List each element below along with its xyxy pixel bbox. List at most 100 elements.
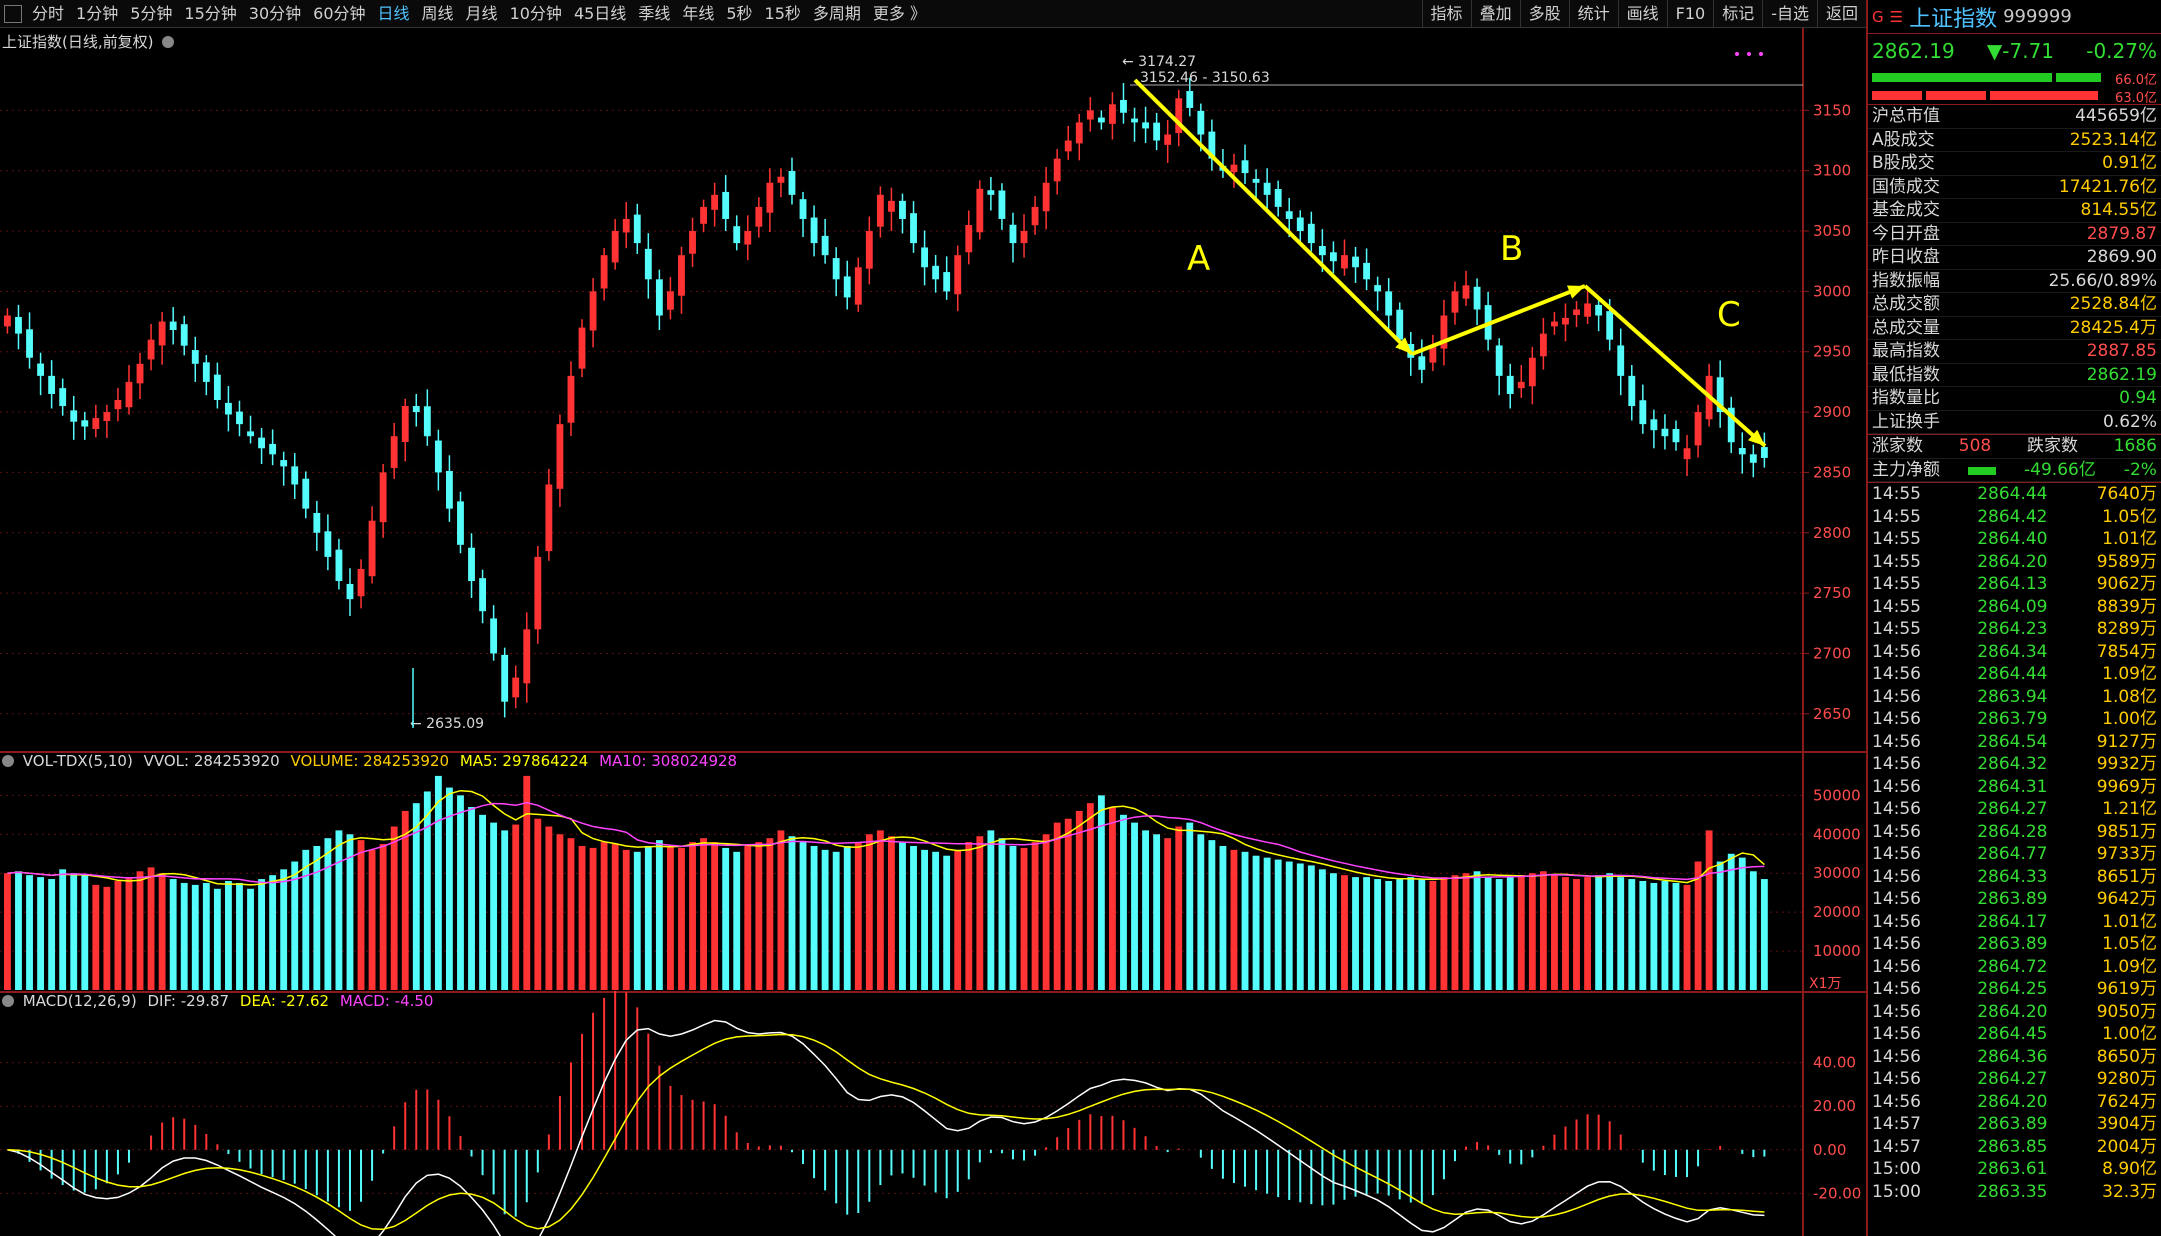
tool-button-7[interactable]: -自选 [1762,0,1817,28]
tick-list[interactable]: 14:55 2864.44 7640万 14:55 2864.42 1.05亿 14:55 2… [1868,483,2161,1203]
tick-volume: 1.21亿 [2102,799,2157,819]
candle [379,472,387,523]
outflow-bar: 63.0亿 [1868,86,2161,106]
chart-area[interactable]: 3150 3100 3050 3000 2950 2900 2850 2800 2750 2700… [0,28,1866,1236]
candle [1374,285,1382,292]
candle [59,388,67,407]
stat-label: B股成交 [1872,153,1935,173]
macd-dif-line [7,1019,1765,1236]
tick-volume: 1.00亿 [2102,709,2157,729]
volume-bar [1539,871,1547,990]
kline-chart[interactable]: 3150 3100 3050 3000 2950 2900 2850 2800 2750 2700… [0,28,1866,1236]
down-count: 1686 [2113,436,2157,456]
stat-label: 昨日收盘 [1872,247,1940,267]
price-axis-label: 3050 [1813,222,1851,240]
panel-settings-icon[interactable] [162,36,175,48]
panel-collapse-icon[interactable] [2,995,14,1007]
stat-label: 今日开盘 [1872,223,1940,244]
tick-time: 14:56 [1872,821,1921,842]
timeframe-0[interactable]: 分时 [32,3,65,23]
stat-label: 上证换手 [1872,411,1940,432]
timeframe-6[interactable]: 日线 [377,3,410,23]
timeframe-1[interactable]: 1分钟 [76,3,119,23]
candle [114,400,122,410]
timeframe-4[interactable]: 30分钟 [248,3,302,23]
net-flow-value: -49.66亿 [2024,459,2096,480]
marker-dot [1735,52,1739,56]
candle [998,190,1006,219]
candle [368,520,376,577]
volume-bar [1705,830,1713,990]
tool-button-8[interactable]: 返回 [1816,0,1866,28]
candle [1363,262,1371,280]
tick-row: 14:56 2864.20 9050万 [1868,1001,2161,1024]
volume-bar [1263,857,1271,990]
tick-time: 14:56 [1872,1046,1921,1067]
tick-row: 14:56 2864.72 1.09亿 [1868,956,2161,979]
timeframe-12[interactable]: 年线 [682,3,715,23]
volume-bar [1385,881,1393,990]
volume-bar [490,822,498,990]
candle [1617,345,1625,376]
tool-button-5[interactable]: F10 [1666,0,1714,28]
panel-collapse-icon[interactable] [2,755,14,767]
candle [225,402,232,415]
candle [1584,303,1592,317]
timeframe-13[interactable]: 5秒 [726,3,753,23]
net-flow-row: 主力净额 -49.66亿 -2% [1868,459,2161,482]
timeframe-3[interactable]: 15分钟 [184,3,237,23]
tool-button-6[interactable]: 标记 [1713,0,1762,28]
volume-bar [1749,871,1757,990]
up-count: 508 [1958,436,1992,456]
candle [1031,206,1039,226]
tool-button-4[interactable]: 画线 [1617,0,1667,28]
volume-bar [1639,881,1647,990]
candle [302,478,310,509]
stat-row: 指数量比 0.94 [1868,387,2161,411]
candle [269,443,277,455]
volume-bar [15,871,22,990]
volume-bar [169,879,177,990]
candle [965,225,973,253]
timeframe-8[interactable]: 月线 [465,3,498,23]
candle [1175,98,1183,134]
stat-value: 25.66/0.89% [2048,270,2157,291]
tick-row: 14:56 2864.27 9280万 [1868,1068,2161,1091]
tick-row: 14:55 2864.40 1.01亿 [1868,528,2161,551]
tick-volume: 1.05亿 [2102,934,2157,954]
tick-row: 14:56 2864.34 7854万 [1868,641,2161,664]
timeframe-5[interactable]: 60分钟 [313,3,366,23]
volume-bar [114,881,122,990]
candle [147,339,155,360]
tick-volume: 1.01亿 [2102,911,2157,932]
timeframe-2[interactable]: 5分钟 [130,3,173,23]
vol-volume: VOLUME: 284253920 [290,752,450,770]
timeframe-15[interactable]: 多周期 [812,3,861,23]
timeframe-14[interactable]: 15秒 [764,3,801,23]
tick-price: 2864.34 [1977,641,2048,662]
tool-button-0[interactable]: 指标 [1421,0,1471,28]
tool-button-2[interactable]: 多股 [1519,0,1569,28]
list-icon[interactable]: ☰ [1889,7,1904,26]
tool-button-3[interactable]: 统计 [1568,0,1618,28]
candle [390,436,398,469]
timeframe-9[interactable]: 10分钟 [509,3,562,23]
menu-icon[interactable] [4,4,22,23]
volume-bar [136,871,144,990]
candle [1517,381,1525,389]
timeframe-11[interactable]: 季线 [638,3,671,23]
vol-axis-label: 50000 [1813,786,1861,804]
timeframe-7[interactable]: 周线 [421,3,454,23]
timeframe-10[interactable]: 45日线 [573,3,627,23]
tick-time: 14:55 [1872,506,1921,527]
tool-button-1[interactable]: 叠加 [1470,0,1520,28]
candle [48,375,56,394]
group-badge[interactable]: G [1872,7,1884,26]
tick-volume: 9050万 [2096,1001,2157,1022]
volume-bar [191,884,199,990]
tick-price: 2864.20 [1977,551,2048,572]
stat-value: 445659亿 [2075,106,2157,126]
timeframe-16[interactable]: 更多 》 [872,3,927,23]
tick-row: 14:56 2864.17 1.01亿 [1868,911,2161,934]
tick-price: 2863.89 [1977,1114,2048,1134]
